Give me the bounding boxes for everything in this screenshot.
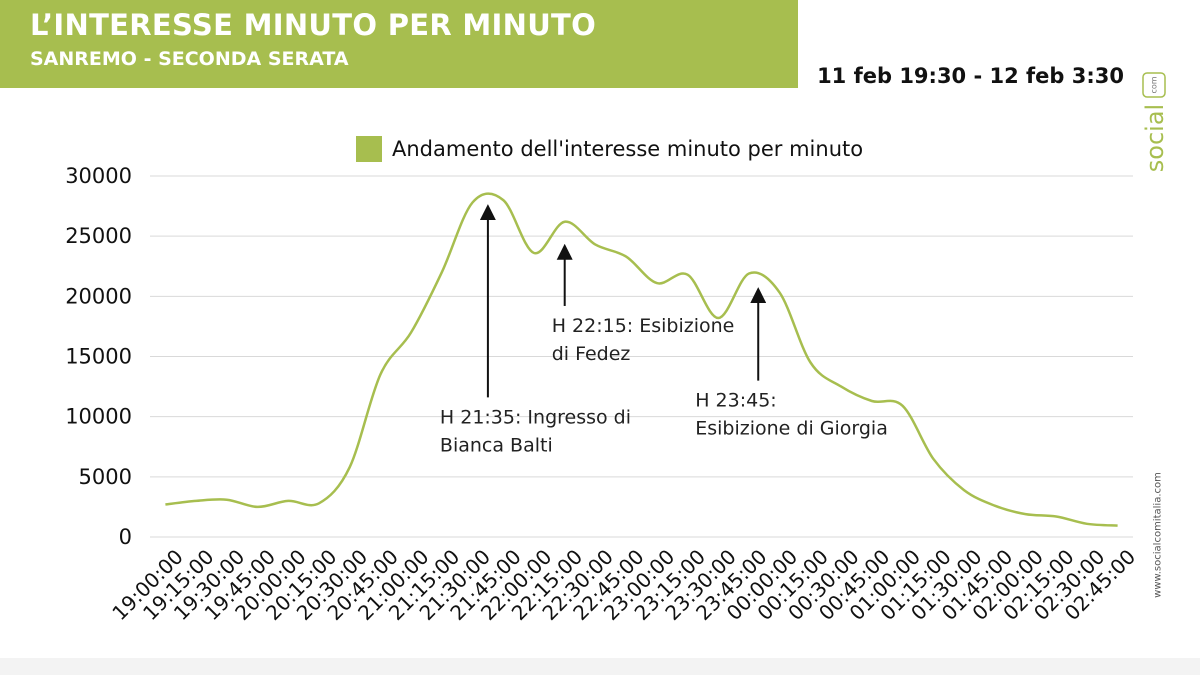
data-point [287,500,289,502]
annotation-label-giorgia: H 23:45: [695,390,776,412]
page-subtitle: SANREMO - SECONDA SERATA [30,48,349,70]
data-point [994,505,996,507]
annotation-label-fedez: di Fedez [552,343,631,365]
y-tick-label: 25000 [65,224,132,248]
data-point [195,500,197,502]
legend-label: Andamento dell'interesse minuto per minu… [392,137,864,161]
data-point [594,243,596,245]
data-point [656,282,658,284]
y-tick-label: 0 [119,525,132,549]
data-point [533,252,535,254]
data-point [809,361,811,363]
data-point [1086,523,1088,525]
annotation-label-bianca: H 21:35: Ingresso di [440,406,631,428]
page-title: L’INTERESSE MINUTO PER MINUTO [30,8,597,42]
header-band [0,0,798,88]
data-point [348,466,350,468]
data-point [748,272,750,274]
y-tick-label: 5000 [79,465,132,489]
bottom-strip [0,658,1200,675]
data-point [901,405,903,407]
socialcom-logo: com social [1142,72,1169,172]
data-point [779,292,781,294]
data-point [963,489,965,491]
data-point [932,458,934,460]
data-point [1024,513,1026,515]
series-line-0 [165,192,1118,527]
legend-swatch [356,136,382,162]
data-point [502,199,504,201]
data-point [226,498,228,500]
data-point [410,331,412,333]
y-tick-label: 20000 [65,284,132,308]
logo-suffix: com [1150,76,1159,93]
date-range: 11 feb 19:30 - 12 feb 3:30 [817,64,1124,88]
y-tick-label: 30000 [65,164,132,188]
data-point [256,506,258,508]
chart-legend: Andamento dell'interesse minuto per minu… [356,135,863,163]
data-point [686,273,688,275]
data-point [318,502,320,504]
data-point [871,400,873,402]
data-point [625,255,627,257]
y-tick-label: 10000 [65,405,132,429]
annotation-label-fedez: H 22:15: Esibizione [552,315,735,337]
data-point [564,221,566,223]
logo-text: social [1142,104,1169,172]
data-point [1116,524,1118,526]
data-point [840,385,842,387]
data-point [471,201,473,203]
annotation-label-bianca: Bianca Balti [440,434,553,456]
data-point [379,373,381,375]
data-point [441,271,443,273]
data-point [164,503,166,505]
annotation-label-giorgia: Esibizione di Giorgia [695,418,888,440]
y-tick-label: 15000 [65,345,132,369]
data-point [1055,515,1057,517]
